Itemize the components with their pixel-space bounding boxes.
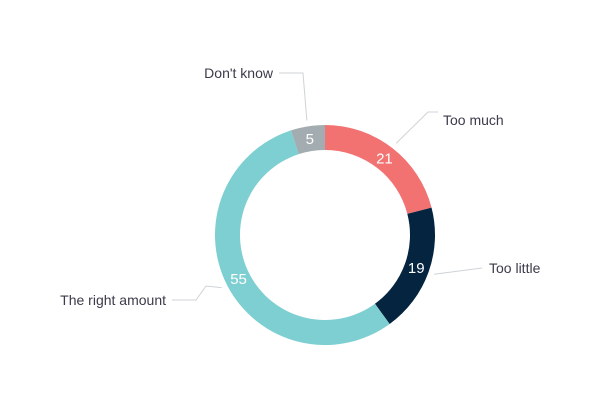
slice-value-label: 21 [376,150,393,167]
leader-line [395,111,438,144]
slice-value-label: 19 [408,260,425,277]
donut-slices [214,125,435,346]
leader-line [172,285,222,301]
donut-slice-don-t-know [291,125,325,155]
category-labels: Too much Too little The right amount Don't … [60,65,540,308]
donut-slice-too-much [325,125,432,214]
category-label: The right amount [60,292,166,308]
donut-slice-the-right-amount [214,130,390,346]
leader-line [434,267,483,275]
category-label: Too little [489,260,541,276]
slice-value-label: 55 [230,271,247,288]
category-label: Too much [443,112,504,128]
leader-line [279,72,308,121]
category-label: Don't know [204,65,274,81]
slice-value-label: 5 [306,131,314,148]
leader-lines [172,72,483,301]
donut-slice-too-little [374,207,435,324]
